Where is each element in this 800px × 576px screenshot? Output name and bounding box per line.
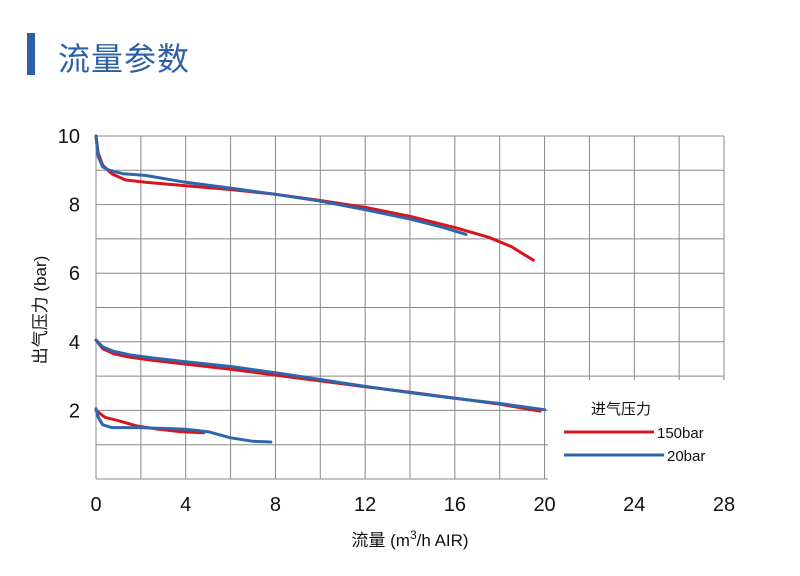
legend-label-20bar: 20bar <box>667 448 705 465</box>
x-tick-label: 4 <box>180 494 191 516</box>
x-axis-label: 流量 (m3/h AIR) <box>351 528 468 550</box>
y-tick-label: 4 <box>69 332 80 354</box>
y-tick-label: 8 <box>69 195 80 217</box>
series-line-20bar <box>94 134 468 236</box>
x-axis-label-suffix: /h AIR) <box>417 531 469 550</box>
legend-box <box>548 380 728 480</box>
x-tick-label: 24 <box>623 494 645 516</box>
legend: 进气压力 150bar 20bar <box>548 380 728 480</box>
page-title: 流量参数 <box>58 40 191 78</box>
grid <box>95 135 725 480</box>
x-tick-label: 28 <box>713 494 735 516</box>
y-tick-label: 6 <box>69 263 80 285</box>
x-tick-label: 20 <box>533 494 555 516</box>
y-tick-label: 2 <box>69 400 80 422</box>
x-tick-label: 8 <box>270 494 281 516</box>
legend-title: 进气压力 <box>591 401 651 418</box>
y-axis-label: 出气压力 (bar) <box>31 256 50 365</box>
legend-label-150bar: 150bar <box>657 425 704 442</box>
series-line-20bar <box>94 338 547 412</box>
title-accent-bar <box>27 33 35 75</box>
x-axis-label-prefix: 流量 (m <box>351 531 410 550</box>
series-line-150bar <box>94 134 535 262</box>
x-tick-label: 0 <box>90 494 101 516</box>
series-line-20bar <box>94 407 273 444</box>
x-tick-label: 12 <box>354 494 376 516</box>
x-tick-label: 16 <box>444 494 466 516</box>
series-lines <box>94 134 547 444</box>
series-line-150bar <box>94 408 206 435</box>
x-axis-label-sup: 3 <box>410 528 417 542</box>
y-tick-label: 10 <box>58 126 80 148</box>
